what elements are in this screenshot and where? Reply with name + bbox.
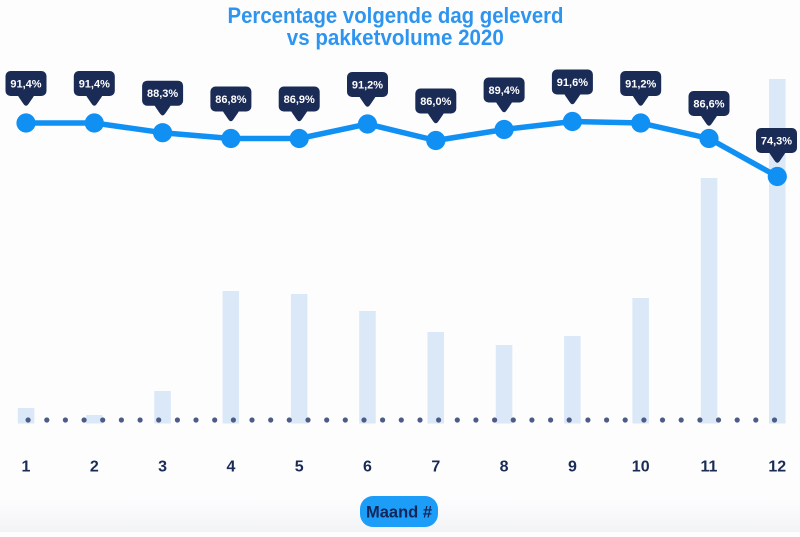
svg-text:9: 9 xyxy=(568,459,577,476)
svg-text:89,4%: 89,4% xyxy=(488,85,519,97)
svg-text:2: 2 xyxy=(90,459,99,476)
svg-text:1: 1 xyxy=(22,459,31,476)
svg-text:8: 8 xyxy=(500,459,509,476)
svg-text:91,4%: 91,4% xyxy=(10,79,41,91)
svg-text:7: 7 xyxy=(431,459,440,476)
svg-text:Maand #: Maand # xyxy=(366,504,432,522)
svg-text:3: 3 xyxy=(158,459,167,476)
svg-text:74,3%: 74,3% xyxy=(761,136,792,148)
svg-text:86,6%: 86,6% xyxy=(693,99,724,111)
svg-text:91,4%: 91,4% xyxy=(79,79,110,91)
svg-text:91,2%: 91,2% xyxy=(352,80,383,92)
svg-text:6: 6 xyxy=(363,459,372,476)
svg-text:86,0%: 86,0% xyxy=(420,96,451,108)
svg-text:vs pakketvolume 2020: vs pakketvolume 2020 xyxy=(287,25,504,50)
svg-text:91,6%: 91,6% xyxy=(557,77,588,89)
svg-text:5: 5 xyxy=(295,459,304,476)
svg-text:12: 12 xyxy=(768,459,786,476)
svg-text:86,8%: 86,8% xyxy=(215,94,246,106)
svg-text:10: 10 xyxy=(632,459,650,476)
svg-text:Percentage volgende dag geleve: Percentage volgende dag geleverd xyxy=(228,3,564,28)
svg-text:86,9%: 86,9% xyxy=(284,94,315,106)
svg-text:88,3%: 88,3% xyxy=(147,88,178,100)
svg-text:4: 4 xyxy=(226,459,235,476)
svg-text:11: 11 xyxy=(701,459,718,476)
svg-text:91,2%: 91,2% xyxy=(625,79,656,91)
